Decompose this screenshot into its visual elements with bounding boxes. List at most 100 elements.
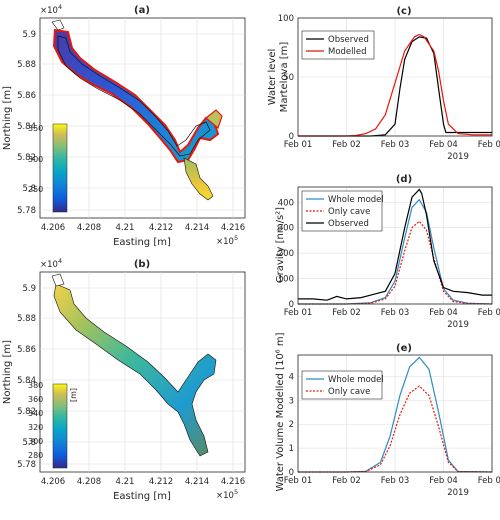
panel-b-ytick: 5.88 <box>17 314 36 324</box>
panel-c-ytick: 50 <box>283 73 294 83</box>
panel-d-axes-box <box>297 186 493 305</box>
panel-b-title: (b) <box>134 259 150 270</box>
panel-b-y-exponent: ×104 <box>40 257 62 270</box>
panel-b-cave-topstub <box>51 273 65 287</box>
panel-a-ytick: 5.78 <box>17 206 36 216</box>
panel-b-xtick: 4.208 <box>77 477 101 487</box>
panel-a-xtick: 4.206 <box>41 223 65 233</box>
panel-e-title: (e) <box>396 343 412 354</box>
panel-d-legend-label: Only cave <box>328 207 370 217</box>
panel-e: (e) Water Volume Modelled [10⁶ m] Feb 01… <box>275 332 500 498</box>
panel-b-colorbar-tick: 320 <box>28 423 43 432</box>
panel-b-colorbar-tick: 360 <box>28 395 43 404</box>
panel-c-ylabel-line1: Water level <box>267 49 278 106</box>
panel-a-title: (a) <box>134 5 150 16</box>
panel-b-colorbar-tick: 340 <box>28 409 43 418</box>
panel-e-ytick: 1 <box>289 444 294 454</box>
panel-a-xtick: 4.21 <box>116 223 135 233</box>
panel-b-xtick: 4.206 <box>41 477 65 487</box>
panel-c-xtick: Feb 02 <box>332 140 361 150</box>
panel-d-ytick: 300 <box>278 224 294 234</box>
panel-d-xtick: Feb 01 <box>284 308 313 318</box>
panel-b-xtick: 4.21 <box>116 477 135 487</box>
panel-e-xtick: Feb 02 <box>332 476 361 486</box>
panel-a-cave-topstub <box>51 19 65 31</box>
panel-c-ytick: 0 <box>289 132 294 142</box>
panel-c-xtick: Feb 05 <box>478 140 500 150</box>
panel-a-colorbar-tick: 300 <box>28 155 43 164</box>
panel-b-xlabel: Easting [m] <box>113 491 171 502</box>
panel-a-ytick: 5.88 <box>17 60 36 70</box>
panel-a-x-exponent: ×105 <box>216 234 238 247</box>
panel-d-xtick: Feb 05 <box>478 308 500 318</box>
panel-a-colorbar-tick: 250 <box>28 185 43 194</box>
panel-a-colorbar <box>52 123 68 213</box>
panel-c-ylabel-line2: Martelova [m] <box>279 42 290 113</box>
panel-d-ytick: 0 <box>289 300 294 310</box>
panel-e-axes-box <box>297 354 493 473</box>
panel-c: (c) Water level Martelova [m] Feb 01 Feb … <box>267 6 500 162</box>
panel-b-colorbar <box>52 383 68 469</box>
panel-a-y-exponent: ×104 <box>40 3 62 16</box>
panel-d-ytick: 400 <box>278 198 294 208</box>
panel-a-ytick: 5.84 <box>17 122 36 132</box>
panel-b-ylabel: Northing [m] <box>2 340 13 404</box>
panel-e-legend-label: Only cave <box>328 387 370 397</box>
panel-a-ytick: 5.82 <box>17 153 36 163</box>
panel-c-xtick: Feb 04 <box>429 140 458 150</box>
panel-b: [m] 380 360 340 320 300 280 5.9 5.88 5.8… <box>2 257 246 502</box>
panel-b-ytick: 5.9 <box>22 284 36 294</box>
panel-c-legend-box <box>301 30 375 60</box>
panel-b-xtick: 4.214 <box>185 477 209 487</box>
panel-c-legend-label: Modelled <box>328 47 367 57</box>
panel-e-plot: Feb 01 Feb 02 Feb 03 Feb 04 Feb 05 0 1 2 3 4 2019 W… <box>284 354 500 498</box>
panel-a-ytick: 5.86 <box>17 91 36 101</box>
panel-d-series-line-1 <box>298 220 493 305</box>
panel-e-xtick: Feb 01 <box>284 476 313 486</box>
panel-d-title: (d) <box>396 174 412 185</box>
panel-d-series-line-2 <box>298 188 492 301</box>
panel-b-xtick: 4.216 <box>221 477 245 487</box>
panel-e-series-line-1 <box>298 385 493 473</box>
panel-b-ytick: 5.82 <box>17 407 36 417</box>
panel-b-x-exponent: ×105 <box>216 488 238 501</box>
panel-b-ytick: 5.86 <box>17 345 36 355</box>
panel-d-ytick: 100 <box>278 275 294 285</box>
panel-e-legend-label: Whole model <box>328 375 384 385</box>
panel-a-xlabel: Easting [m] <box>113 237 171 248</box>
panel-e-xtick: Feb 04 <box>429 476 458 486</box>
panel-a-ytick: 5.9 <box>22 30 36 40</box>
panel-c-ytick: 100 <box>278 14 294 24</box>
panel-a-cave-outline-red <box>52 28 220 164</box>
panel-c-xtick: Feb 03 <box>381 140 410 150</box>
panel-a-xtick: 4.208 <box>77 223 101 233</box>
panel-e-ytick: 4 <box>289 372 294 382</box>
panel-d-legend-label: Whole model <box>328 195 384 205</box>
panel-e-ytick: 3 <box>289 396 294 406</box>
panel-d-series-line-0 <box>298 198 493 305</box>
panel-b-colorbar-tick: 300 <box>28 437 43 446</box>
panel-e-ytick: 2 <box>289 420 294 430</box>
panel-d-legend-box <box>301 190 383 232</box>
panel-b-colorbar-tick: 280 <box>28 451 43 460</box>
panel-a: 350 300 250 5.9 5.88 5.86 5.84 5.82 5.8 … <box>2 3 246 248</box>
panel-e-year-label: 2019 <box>447 488 469 498</box>
panel-e-ylabel: Water Volume Modelled [10⁶ m] <box>275 332 286 491</box>
panel-b-colorbar-unit: [m] <box>69 388 78 402</box>
panel-b-cave-body <box>53 283 217 457</box>
panel-d: (d) Gravity [nm/s²] Feb 01 Feb 02 Feb 03 Fe… <box>275 174 500 330</box>
panel-a-cave-branch <box>205 109 223 130</box>
panel-a-ytick: 5.8 <box>22 184 36 194</box>
panel-c-plot: Feb 01 Feb 02 Feb 03 Feb 04 Feb 05 0 50 100 2019… <box>278 14 500 162</box>
panel-d-xtick: Feb 02 <box>332 308 361 318</box>
panel-c-legend-label: Observed <box>328 35 369 45</box>
panel-a-cave-tail <box>183 157 214 201</box>
panel-d-plot: Feb 01 Feb 02 Feb 03 Feb 04 Feb 05 0 100 200 300… <box>278 186 500 330</box>
panel-b-ytick: 5.84 <box>17 376 36 386</box>
panel-c-axes-box <box>297 17 493 137</box>
panel-b-xtick: 4.212 <box>149 477 173 487</box>
panel-e-ytick: 0 <box>289 468 294 478</box>
panel-d-ytick: 200 <box>278 249 294 259</box>
panel-a-ylabel: Northing [m] <box>2 86 13 150</box>
